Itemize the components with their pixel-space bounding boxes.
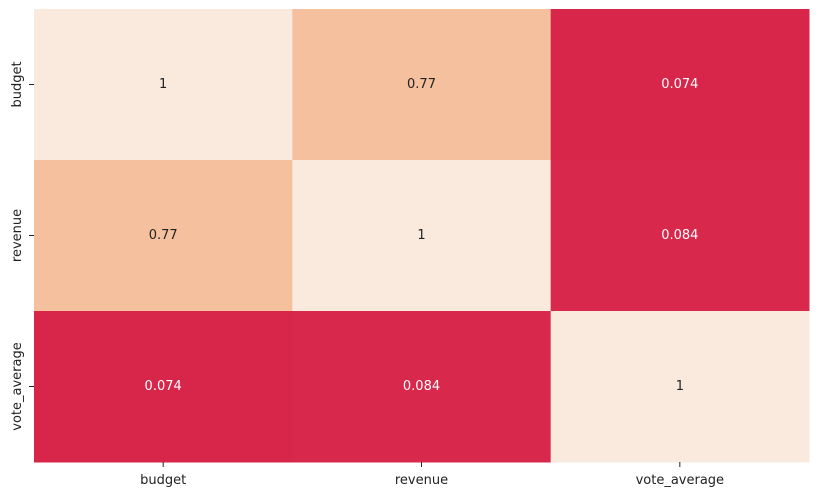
y-axis: budget revenue vote_average (10, 61, 34, 431)
cell-annotation: 0.074 (661, 77, 698, 92)
y-tick-label: vote_average (10, 342, 25, 430)
cell-annotation: 1 (417, 228, 425, 243)
heatmap-cell-revenue-budget (34, 160, 293, 312)
heatmap-cells (34, 9, 810, 463)
heatmap-annotations: 1 0.77 0.074 0.77 1 0.084 0.074 0.084 1 (145, 77, 699, 394)
heatmap-cell-vote_average-revenue (292, 311, 552, 463)
y-tick-label: revenue (10, 209, 25, 262)
cell-annotation: 0.77 (149, 228, 178, 243)
heatmap-cell-budget-vote_average (550, 9, 810, 161)
heatmap-cell-budget-revenue (292, 9, 552, 161)
cell-annotation: 0.074 (145, 379, 182, 394)
x-tick-label: budget (140, 473, 186, 488)
y-tick-label: budget (10, 61, 25, 107)
cell-annotation: 0.084 (661, 228, 698, 243)
cell-annotation: 0.084 (403, 379, 440, 394)
heatmap-cell-revenue-vote_average (550, 160, 810, 312)
x-tick-label: vote_average (636, 473, 724, 488)
heatmap-cell-revenue-revenue (292, 160, 552, 312)
cell-annotation: 0.77 (407, 77, 436, 92)
x-axis: budget revenue vote_average (140, 462, 724, 488)
heatmap-cell-vote_average-budget (34, 311, 293, 463)
heatmap-cell-vote_average-vote_average (550, 311, 810, 463)
cell-annotation: 1 (676, 379, 684, 394)
cell-annotation: 1 (159, 77, 167, 92)
x-tick-label: revenue (395, 473, 448, 488)
heatmap-cell-budget-budget (34, 9, 293, 161)
